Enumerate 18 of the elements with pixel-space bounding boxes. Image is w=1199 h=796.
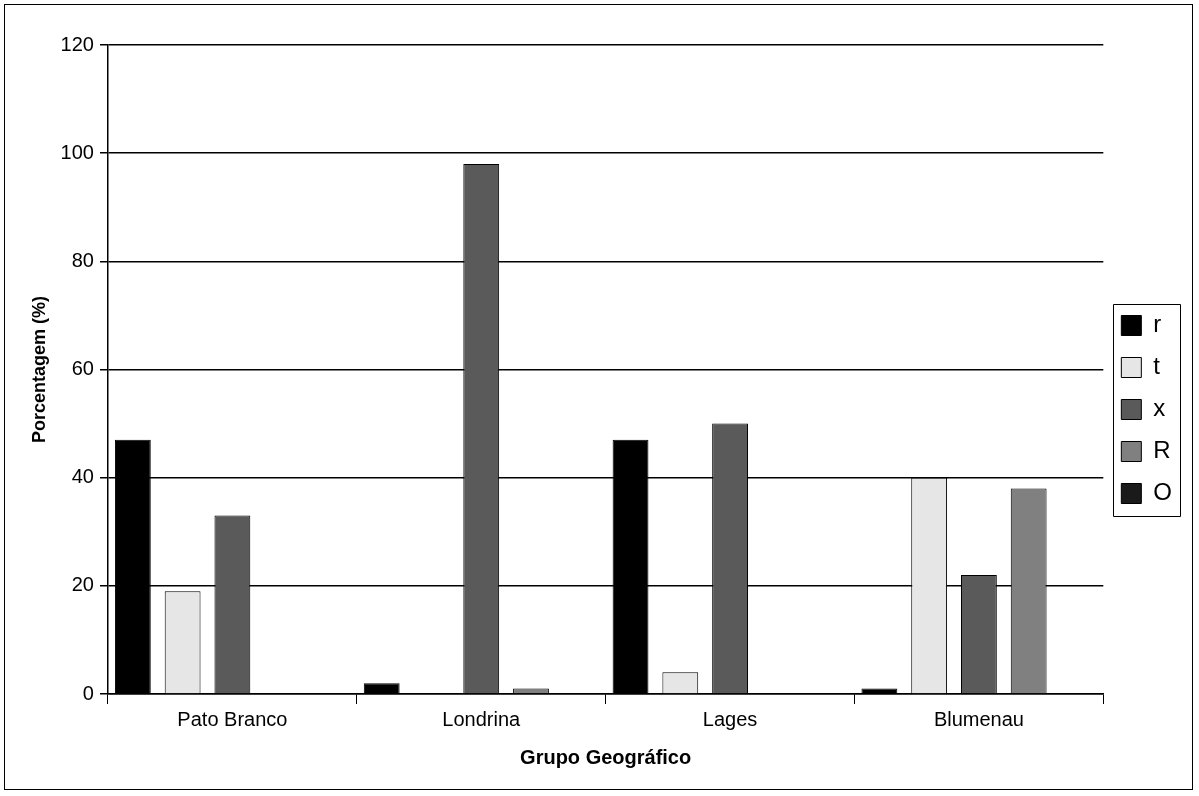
y-tick-label: 80	[71, 248, 94, 271]
x-tick-label: Londrina	[442, 707, 522, 730]
x-tick-label: Lages	[702, 707, 758, 730]
y-tick-label: 100	[60, 140, 94, 163]
y-tick-label: 60	[71, 357, 94, 380]
y-axis-title: Porcentagem (%)	[28, 295, 49, 444]
y-tick-label: 0	[82, 681, 94, 704]
x-axis-title: Grupo Geográfico	[520, 745, 692, 768]
legend-label: x	[1153, 394, 1166, 422]
y-tick-label: 120	[60, 32, 94, 55]
y-tick-label: 40	[71, 465, 94, 488]
legend-label: R	[1153, 436, 1171, 464]
x-tick-label: Pato Branco	[177, 707, 288, 730]
x-tick-label: Blumenau	[933, 707, 1024, 730]
legend-label: O	[1153, 478, 1172, 506]
legend-label: r	[1153, 310, 1162, 338]
legend-label: t	[1153, 352, 1161, 380]
y-tick-label: 20	[71, 573, 94, 596]
